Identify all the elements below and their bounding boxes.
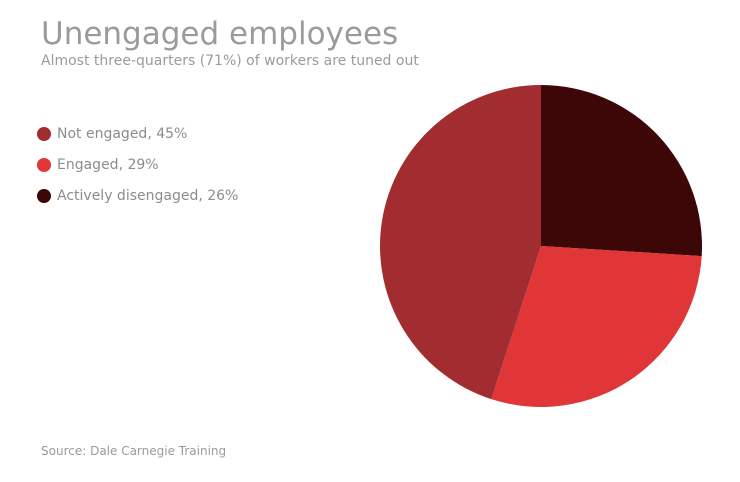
legend-swatch-not-engaged [37, 126, 51, 141]
legend-item-actively-disengaged: Actively disengaged, 26% [37, 180, 238, 211]
chart-title: Unengaged employees [41, 16, 399, 52]
legend-item-engaged: Engaged, 29% [37, 149, 238, 180]
legend-label-not-engaged: Not engaged, 45% [57, 125, 188, 142]
legend-swatch-actively-disengaged [37, 188, 51, 203]
chart-source: Source: Dale Carnegie Training [41, 444, 227, 458]
legend-label-actively-disengaged: Actively disengaged, 26% [57, 187, 239, 204]
pie-slice-engaged [491, 246, 702, 407]
chart-legend: Not engaged, 45% Engaged, 29% Actively d… [37, 118, 238, 211]
legend-item-not-engaged: Not engaged, 45% [37, 118, 238, 149]
pie-slice-not-engaged [380, 85, 541, 400]
legend-swatch-engaged [37, 157, 51, 172]
pie-slice-actively-disengaged [541, 85, 702, 257]
legend-label-engaged: Engaged, 29% [57, 156, 159, 173]
chart-subtitle: Almost three-quarters (71%) of workers a… [41, 53, 419, 69]
